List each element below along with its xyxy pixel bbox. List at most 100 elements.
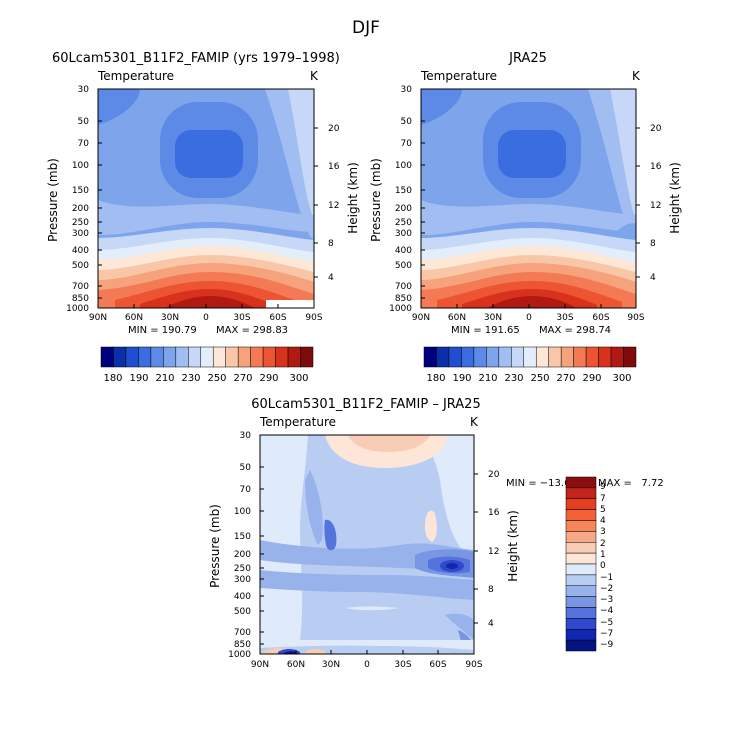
x-tick-label: 30N	[322, 660, 340, 670]
x-tick-label: 90N	[89, 313, 107, 323]
y-tick-label: 150	[72, 186, 89, 196]
colorbar-swatch	[150, 346, 164, 368]
colorbar-swatch	[565, 596, 597, 608]
y-tick-label: 850	[395, 294, 412, 304]
y-tick-labels: 30 50 70 100 150 200 250 300 400 500 700…	[389, 85, 412, 314]
colorbar-label: 250	[207, 373, 226, 384]
y-axis-label-right: Height (km)	[668, 162, 682, 233]
colorbar-label: −5	[600, 618, 613, 628]
height-tick-label: 8	[328, 239, 334, 249]
colorbar-labels: 180 190 210 230 250 270 290 300	[426, 373, 631, 384]
colorbar-label: −2	[600, 584, 613, 594]
colorbar-swatch	[250, 346, 264, 368]
colorbar-swatch	[598, 346, 612, 368]
x-tick-label: 60S	[429, 660, 446, 670]
height-tick-label: 12	[650, 201, 661, 211]
y-axis-label: Pressure (mb)	[369, 158, 383, 242]
x-tick-label: 60S	[269, 313, 286, 323]
colorbar-swatch	[175, 346, 189, 368]
x-tick-label: 60N	[125, 313, 143, 323]
colorbar-swatch	[610, 346, 624, 368]
colorbar	[100, 346, 314, 368]
colorbar-swatch	[113, 346, 127, 368]
colorbar-swatch	[535, 346, 549, 368]
colorbar-label: 0	[600, 561, 606, 571]
colorbar-label: 9	[600, 482, 606, 492]
colorbar-swatch	[287, 346, 301, 368]
y-tick-label: 700	[234, 628, 251, 638]
colorbar-label: 290	[582, 373, 601, 384]
colorbar-label: 190	[452, 373, 471, 384]
colorbar-swatch	[623, 346, 637, 368]
max-label: MAX = 298.74	[539, 325, 611, 336]
colorbar-swatch	[163, 346, 177, 368]
y-tick-label: 500	[395, 261, 412, 271]
x-tick-label: 30N	[484, 313, 502, 323]
y-tick-label: 400	[234, 592, 251, 602]
x-tick-label: 0	[364, 660, 370, 670]
y-axis-label: Pressure (mb)	[208, 504, 222, 588]
x-tick-label: 0	[526, 313, 532, 323]
y-tick-label: 250	[234, 564, 251, 574]
contour-field	[98, 89, 314, 308]
colorbar-swatch	[188, 346, 202, 368]
colorbar-swatch	[262, 346, 276, 368]
colorbar-swatch	[565, 552, 597, 565]
panel-model: 60Lcam5301_B11F2_FAMIP (yrs 1979–1998) T…	[46, 51, 360, 384]
height-ticks: 20 16 12 8 4	[636, 124, 662, 283]
colorbar-labels: 180 190 210 230 250 270 290 300	[103, 373, 308, 384]
x-tick-label: 0	[203, 313, 209, 323]
colorbar-label: 270	[233, 373, 252, 384]
y-tick-label: 30	[78, 85, 90, 95]
colorbar-swatch	[461, 346, 475, 368]
colorbar-labels: 9 7 5 4 3 2 1 0 −1 −2 −3 −4 −5 −7 −9	[600, 482, 614, 650]
y-tick-label: 1000	[389, 304, 412, 314]
x-tick-label: 90N	[251, 660, 269, 670]
y-tick-label: 250	[395, 218, 412, 228]
colorbar-swatch	[565, 629, 597, 641]
y-tick-label: 70	[401, 139, 413, 149]
colorbar-swatch	[565, 607, 597, 619]
y-tick-marks	[98, 88, 102, 299]
x-tick-label: 30S	[394, 660, 411, 670]
x-tick-labels: 90N 60N 30N 0 30S 60S 90S	[89, 313, 323, 323]
colorbar-swatch	[565, 563, 597, 576]
colorbar-swatch	[565, 531, 597, 543]
panel-left-label: Temperature	[259, 415, 336, 429]
colorbar-label: 270	[556, 373, 575, 384]
y-tick-label: 500	[234, 607, 251, 617]
height-tick-label: 16	[488, 508, 500, 518]
colorbar-label: 180	[426, 373, 445, 384]
colorbar-swatch	[565, 618, 597, 630]
panel-title: JRA25	[508, 51, 547, 66]
colorbar-swatch	[565, 585, 597, 597]
colorbar-label: −9	[600, 640, 614, 650]
x-tick-marks	[259, 650, 475, 654]
y-tick-label: 50	[240, 463, 252, 473]
colorbar-swatch	[565, 487, 597, 499]
height-tick-label: 8	[650, 239, 656, 249]
y-tick-label: 250	[72, 218, 89, 228]
panel-title: 60Lcam5301_B11F2_FAMIP (yrs 1979–1998)	[52, 51, 340, 66]
y-tick-label: 700	[72, 282, 89, 292]
y-tick-label: 200	[72, 204, 89, 214]
y-tick-label: 500	[72, 261, 89, 271]
panel-reanalysis: JRA25 Temperature K 90N	[369, 51, 682, 384]
colorbar-label: −3	[600, 595, 613, 605]
colorbar-swatch	[448, 346, 462, 368]
colorbar-swatch	[511, 346, 525, 368]
contour-field	[421, 89, 636, 308]
x-tick-labels: 90N 60N 30N 0 30S 60S 90S	[412, 313, 645, 323]
x-tick-label: 30S	[233, 313, 250, 323]
y-tick-marks	[260, 466, 264, 645]
x-tick-label: 90S	[465, 660, 482, 670]
x-tick-label: 30S	[556, 313, 573, 323]
figure-title: DJF	[352, 18, 380, 38]
colorbar-swatch	[423, 346, 437, 368]
panel-left-label: Temperature	[97, 69, 174, 83]
contour-field	[260, 435, 474, 654]
height-tick-label: 4	[328, 273, 334, 283]
height-tick-label: 12	[328, 201, 339, 211]
panel-right-label: K	[470, 415, 479, 429]
